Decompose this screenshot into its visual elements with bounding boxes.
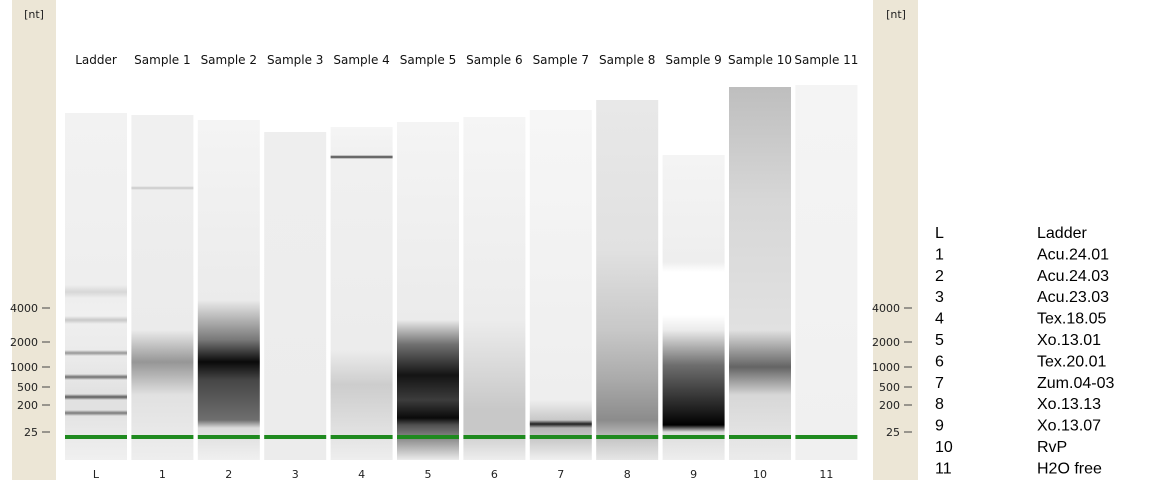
ruler-tick-label: 200 — [17, 399, 38, 412]
legend-code: L — [935, 225, 944, 242]
marker-band — [65, 435, 127, 439]
lane — [795, 85, 857, 460]
lane-footer: 1 — [159, 468, 166, 480]
lane-footer: 8 — [624, 468, 631, 480]
marker-band — [530, 435, 592, 439]
legend-code: 3 — [935, 289, 944, 306]
lane-header: Sample 4 — [333, 53, 389, 67]
lanes: 4000200010005002002540002000100050020025… — [10, 53, 1114, 480]
ruler-tick-label: 2000 — [10, 336, 38, 349]
marker-band — [397, 435, 459, 439]
ruler-unit: [nt] — [886, 8, 906, 21]
lane — [397, 122, 459, 460]
lane-footer: 3 — [292, 468, 299, 480]
legend-code: 2 — [935, 268, 944, 285]
legend-name: Zum.04-03 — [1037, 375, 1114, 392]
lane — [463, 117, 525, 460]
legend-name: H2O free — [1037, 460, 1102, 477]
lane — [198, 120, 260, 460]
legend-code: 1 — [935, 246, 944, 263]
legend-code: 10 — [935, 439, 953, 456]
legend-name: Acu.24.01 — [1037, 246, 1109, 263]
legend-name: Tex.20.01 — [1037, 353, 1106, 370]
legend-name: Xo.13.01 — [1037, 332, 1101, 349]
ruler-tick-label: 25 — [24, 426, 38, 439]
lane — [65, 113, 127, 460]
lane — [331, 127, 393, 460]
marker-band — [264, 435, 326, 439]
legend-code: 8 — [935, 396, 944, 413]
marker-band — [198, 435, 260, 439]
legend-name: RvP — [1037, 439, 1067, 456]
lane-footer: 10 — [753, 468, 767, 480]
lane-header: Sample 11 — [794, 53, 858, 67]
ruler-tick-label: 1000 — [10, 361, 38, 374]
legend-name: Xo.13.07 — [1037, 418, 1101, 435]
lane — [131, 115, 193, 460]
marker-band — [663, 435, 725, 439]
lane — [663, 155, 725, 460]
lane — [729, 87, 791, 460]
gel-view: [nt] [nt] 400020001000500200254000200010… — [0, 0, 1156, 480]
ruler-tick-label: 1000 — [872, 361, 900, 374]
lane-header: Sample 2 — [201, 53, 257, 67]
marker-band — [463, 435, 525, 439]
legend-code: 11 — [935, 460, 952, 477]
legend-name: Ladder — [1037, 225, 1087, 242]
ruler-unit: [nt] — [24, 8, 44, 21]
ruler-tick-label: 2000 — [872, 336, 900, 349]
ruler-tick-label: 200 — [879, 399, 900, 412]
lane-footer: 4 — [358, 468, 365, 480]
lane-header: Sample 5 — [400, 53, 456, 67]
lane-header: Sample 8 — [599, 53, 655, 67]
marker-band — [596, 435, 658, 439]
marker-band — [729, 435, 791, 439]
ruler-tick-label: 500 — [879, 381, 900, 394]
legend-name: Acu.24.03 — [1037, 268, 1109, 285]
lane — [596, 100, 658, 460]
ruler-tick-label: 25 — [886, 426, 900, 439]
legend-code: 4 — [935, 311, 944, 328]
lane-footer: L — [93, 468, 100, 480]
lane-header: Sample 9 — [665, 53, 721, 67]
lane-header: Sample 10 — [728, 53, 792, 67]
ruler-tick-label: 4000 — [10, 302, 38, 315]
legend-name: Tex.18.05 — [1037, 311, 1106, 328]
marker-band — [795, 435, 857, 439]
lane-header: Sample 7 — [533, 53, 589, 67]
lane-header: Sample 3 — [267, 53, 323, 67]
marker-band — [331, 435, 393, 439]
legend-code: 6 — [935, 353, 944, 370]
legend-code: 9 — [935, 418, 944, 435]
lane-header: Ladder — [75, 53, 117, 67]
legend-code: 5 — [935, 332, 944, 349]
legend-name: Acu.23.03 — [1037, 289, 1109, 306]
lane-footer: 9 — [690, 468, 697, 480]
lane-header: Sample 6 — [466, 53, 522, 67]
lane-footer: 11 — [819, 468, 833, 480]
legend-name: Xo.13.13 — [1037, 396, 1101, 413]
lane-footer: 5 — [425, 468, 432, 480]
ruler-tick-label: 500 — [17, 381, 38, 394]
lane — [530, 110, 592, 460]
legend-code: 7 — [935, 375, 944, 392]
lane-footer: 7 — [557, 468, 564, 480]
lane-header: Sample 1 — [134, 53, 190, 67]
marker-band — [131, 435, 193, 439]
lane-footer: 2 — [225, 468, 232, 480]
lane — [264, 132, 326, 460]
ruler-tick-label: 4000 — [872, 302, 900, 315]
lane-footer: 6 — [491, 468, 498, 480]
